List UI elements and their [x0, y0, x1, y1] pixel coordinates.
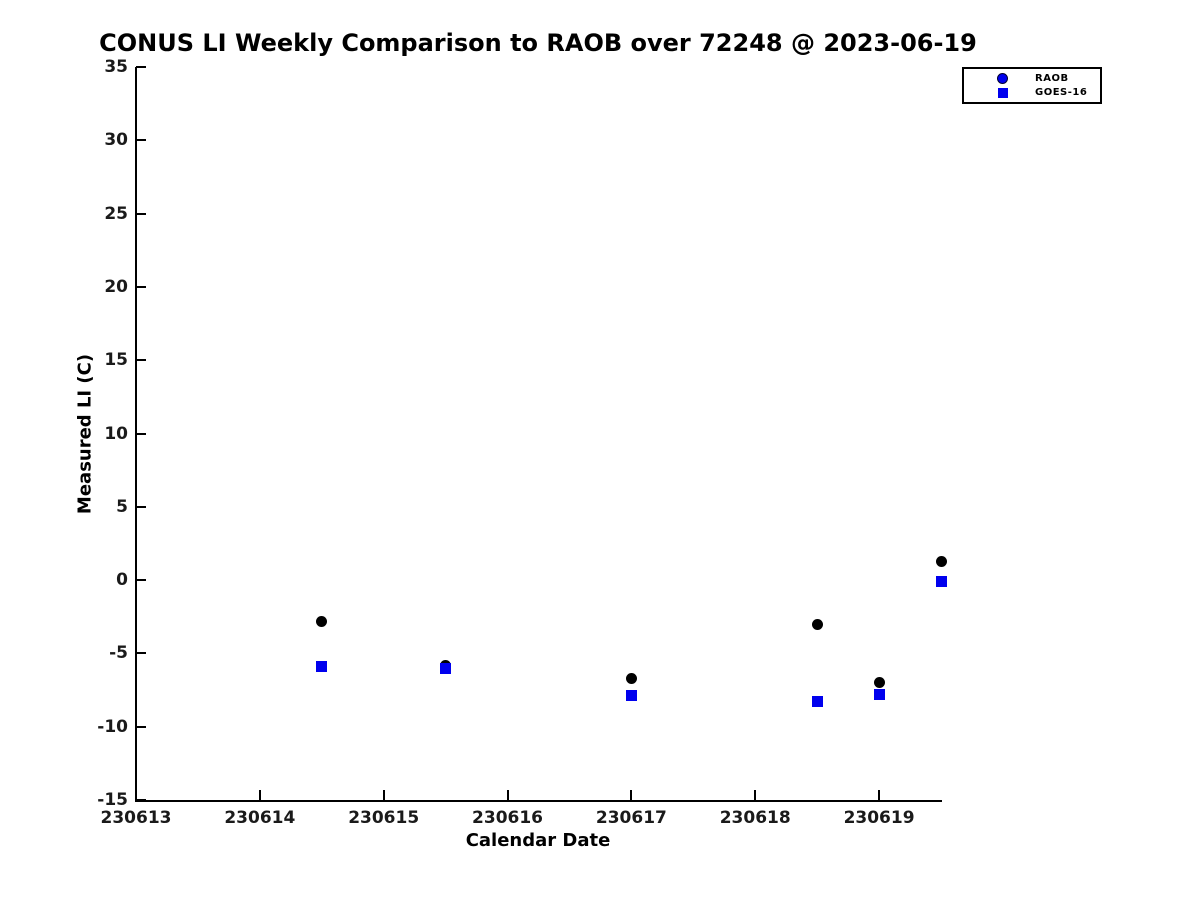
- data-point-raob: [811, 618, 823, 630]
- data-point-goes-16: [625, 690, 637, 702]
- x-tick-mark: [878, 790, 881, 800]
- y-tick-mark: [136, 579, 146, 582]
- y-tick-mark: [136, 505, 146, 508]
- y-tick-mark: [136, 359, 146, 362]
- y-tick-mark: [136, 285, 146, 288]
- x-tick-mark: [506, 790, 509, 800]
- y-tick-label: -5: [109, 643, 128, 664]
- y-tick-mark: [136, 652, 146, 655]
- y-tick-label: -10: [97, 716, 128, 737]
- plot-area: [135, 67, 942, 802]
- data-point-goes-16: [873, 688, 885, 700]
- y-tick-label: 5: [116, 496, 128, 517]
- y-tick-mark: [136, 432, 146, 435]
- y-tick-label: 10: [104, 423, 128, 444]
- x-tick-label: 230615: [348, 808, 420, 828]
- data-point-goes-16: [440, 662, 452, 674]
- data-point-raob: [873, 677, 885, 689]
- x-tick-label: 230616: [472, 808, 544, 828]
- x-tick-mark: [258, 790, 261, 800]
- x-tick-mark: [135, 790, 137, 800]
- data-point-raob: [935, 555, 947, 567]
- y-tick-mark: [136, 212, 146, 215]
- legend-item-raob: RAOB: [964, 71, 1100, 86]
- x-tick-mark: [382, 790, 385, 800]
- x-tick-mark: [630, 790, 633, 800]
- x-tick-label: 230614: [224, 808, 296, 828]
- x-tick-mark: [754, 790, 757, 800]
- data-point-goes-16: [935, 576, 947, 588]
- x-tick-label: 230619: [843, 808, 915, 828]
- data-point-raob: [625, 672, 637, 684]
- chart-title: CONUS LI Weekly Comparison to RAOB over …: [99, 29, 977, 57]
- raob-circle-marker-icon: [997, 72, 1008, 84]
- y-tick-label: 35: [104, 57, 128, 77]
- x-tick-label: 230613: [100, 808, 172, 828]
- legend: RAOB GOES-16: [962, 67, 1102, 104]
- y-tick-mark: [136, 66, 146, 68]
- legend-item-goes16: GOES-16: [964, 86, 1100, 101]
- data-point-raob: [316, 615, 328, 627]
- data-point-goes-16: [811, 696, 823, 708]
- legend-label-goes16: GOES-16: [1035, 87, 1088, 99]
- x-tick-label: 230618: [719, 808, 791, 828]
- goes16-square-marker-icon: [998, 87, 1008, 98]
- y-tick-mark: [136, 139, 146, 142]
- legend-label-raob: RAOB: [1035, 72, 1069, 84]
- y-tick-label: 15: [104, 350, 128, 371]
- y-tick-label: -15: [97, 790, 128, 810]
- y-tick-mark: [136, 799, 146, 801]
- y-tick-label: 25: [104, 203, 128, 224]
- y-tick-label: 0: [116, 570, 128, 591]
- y-tick-label: 20: [104, 276, 128, 297]
- x-tick-label: 230617: [595, 808, 667, 828]
- x-axis-label: Calendar Date: [465, 830, 611, 851]
- y-axis-label: Measured LI (C): [74, 353, 96, 515]
- data-point-goes-16: [316, 661, 328, 673]
- y-tick-label: 30: [104, 130, 128, 151]
- y-tick-mark: [136, 725, 146, 728]
